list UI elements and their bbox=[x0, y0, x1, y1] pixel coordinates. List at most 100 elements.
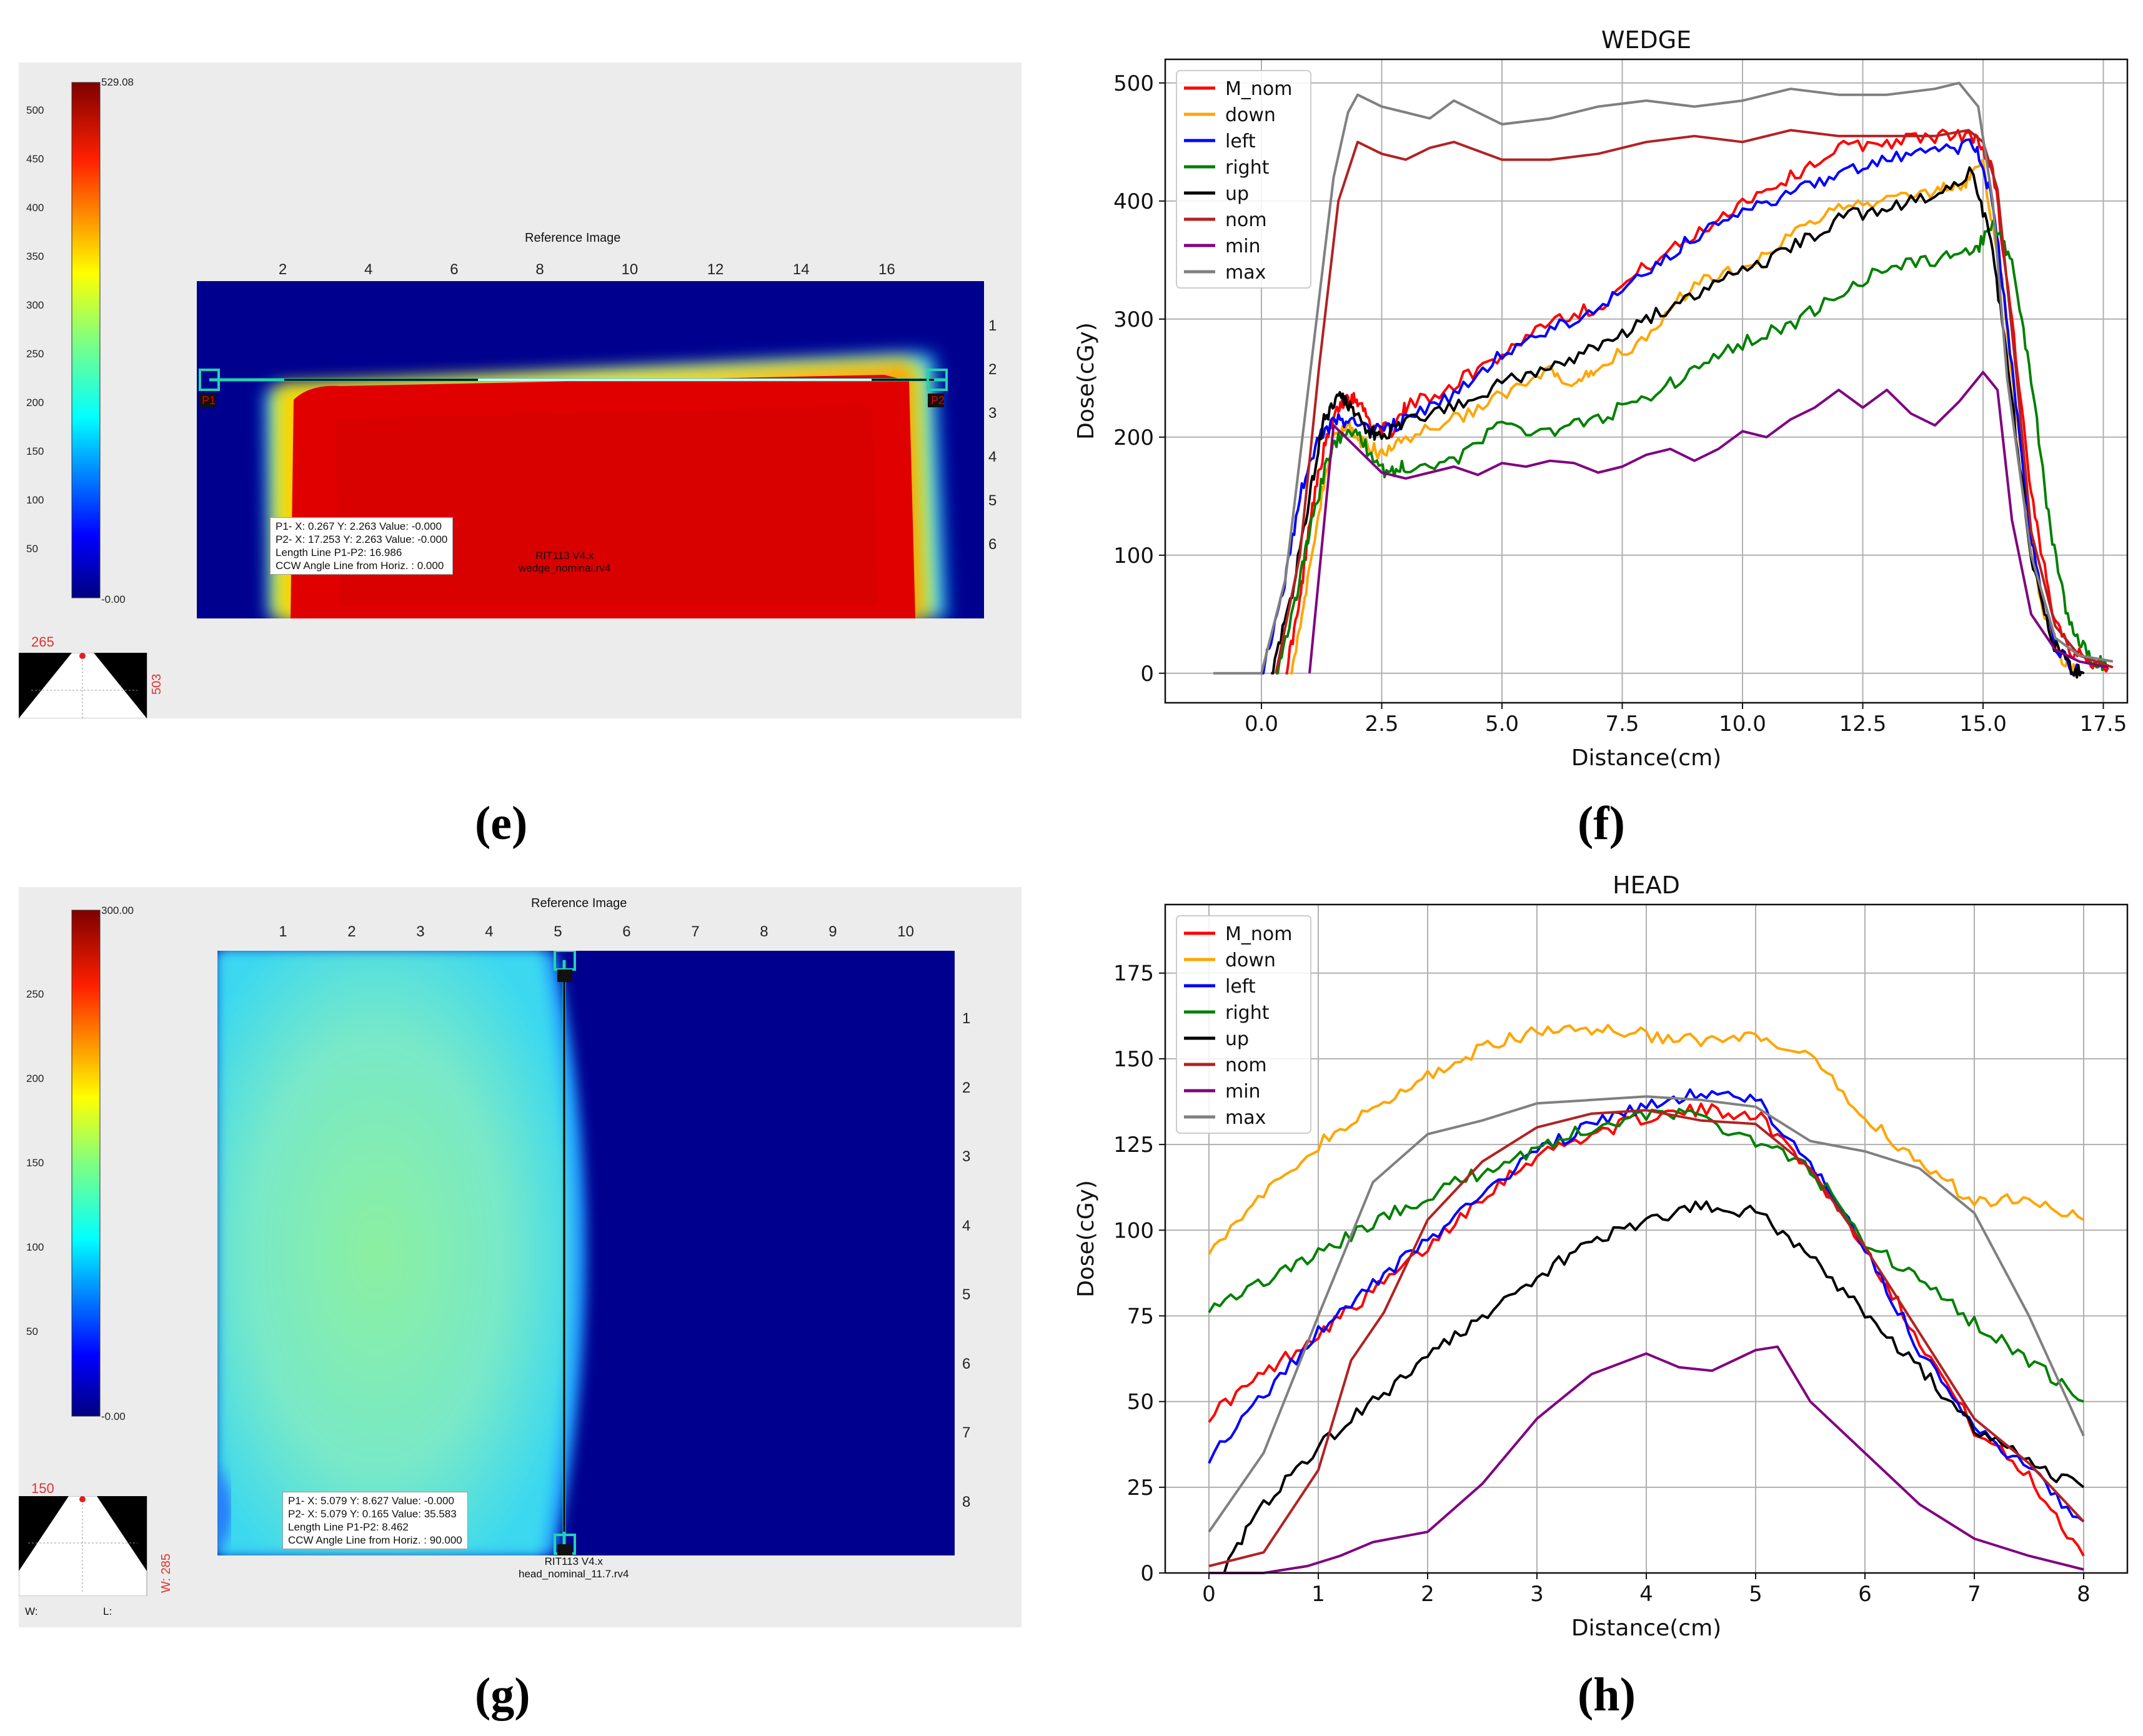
tick-label: 8 bbox=[535, 261, 544, 278]
panel-e-image: 529.08 -0.00 500 450 400 350 300 250 200 150 100… bbox=[19, 62, 1022, 718]
file-line: head_nominal_11.7.rv4 bbox=[519, 1568, 629, 1580]
legend-label: left bbox=[1225, 131, 1256, 152]
x-tick-label: 8 bbox=[2077, 1582, 2091, 1607]
tick-label: 250 bbox=[26, 348, 44, 360]
y-tick-label: 150 bbox=[1113, 1047, 1154, 1072]
y-tick-label: 300 bbox=[1113, 307, 1154, 332]
x-axis-label: Distance(cm) bbox=[1571, 745, 1721, 771]
tri-top-value: 150 bbox=[31, 1481, 54, 1496]
tick-label: 8 bbox=[962, 1493, 971, 1510]
y-tick-label: 100 bbox=[1113, 543, 1154, 568]
window-level-thumbnail bbox=[19, 653, 147, 718]
tick-label: 2 bbox=[962, 1079, 971, 1096]
y-tick-label: 500 bbox=[1113, 71, 1154, 96]
tick-label: 1 bbox=[988, 317, 997, 334]
tick-label: 8 bbox=[760, 923, 768, 940]
legend-label: up bbox=[1225, 1028, 1249, 1050]
series-line-min bbox=[1308, 370, 2109, 673]
tick-label: 6 bbox=[622, 923, 631, 940]
y-tick-label: 50 bbox=[1127, 1390, 1154, 1415]
tick-label: 9 bbox=[828, 923, 837, 940]
tick-label: 200 bbox=[26, 397, 44, 409]
tick-label: 6 bbox=[450, 261, 459, 278]
file-line: wedge_nominal.rv4 bbox=[519, 562, 611, 574]
tick-label: 3 bbox=[962, 1148, 971, 1166]
x-tick-label: 5 bbox=[1749, 1582, 1763, 1607]
legend-label: right bbox=[1225, 1002, 1270, 1024]
legend-label: down bbox=[1225, 950, 1276, 971]
series-line-right bbox=[1208, 1108, 2084, 1403]
tick-label: 450 bbox=[26, 153, 44, 166]
tick-label: 4 bbox=[485, 923, 494, 940]
x-tick-label: 6 bbox=[1858, 1582, 1872, 1607]
reference-image-title: Reference Image bbox=[531, 896, 627, 910]
legend-label: left bbox=[1225, 976, 1256, 998]
tick-label: 100 bbox=[26, 494, 44, 507]
x-tick-label: 4 bbox=[1639, 1582, 1653, 1607]
legend-label: nom bbox=[1225, 1054, 1267, 1076]
legend-label: min bbox=[1225, 236, 1261, 257]
tick-label: 14 bbox=[792, 261, 810, 278]
marker-p2: P2 bbox=[931, 394, 945, 407]
x-tick-label: 5.0 bbox=[1485, 712, 1519, 737]
x-tick-label: 12.5 bbox=[1839, 712, 1887, 737]
x-tick-label: 1 bbox=[1311, 1582, 1325, 1607]
legend-label: max bbox=[1225, 262, 1266, 284]
x-tick-label: 2 bbox=[1421, 1582, 1434, 1607]
measurement-annotation-e: P1- X: 0.267 Y: 2.263 Value: -0.000 P2- … bbox=[270, 517, 454, 575]
tick-label: 4 bbox=[364, 261, 373, 278]
tick-label: 4 bbox=[962, 1217, 971, 1234]
tick-label: 2 bbox=[988, 360, 997, 378]
tick-label: 150 bbox=[26, 1157, 44, 1169]
file-name-e: RIT113 V4.x wedge_nominal.rv4 bbox=[519, 550, 610, 575]
marker-p1: P1 bbox=[202, 394, 216, 407]
tri-side-value: W: 285 bbox=[159, 1554, 173, 1593]
panel-g-image: 300.00 -0.00 250 200 150 100 50 Reference Im… bbox=[19, 887, 1022, 1627]
file-line: RIT113 V4.x bbox=[544, 1555, 603, 1567]
y-tick-label: 75 bbox=[1127, 1304, 1154, 1329]
y-axis-label: Dose(cGy) bbox=[1073, 1180, 1099, 1297]
y-axis-label: Dose(cGy) bbox=[1073, 322, 1099, 440]
tick-label: 5 bbox=[962, 1286, 971, 1304]
tick-label: 12 bbox=[707, 261, 724, 278]
plot-frame bbox=[1164, 903, 2129, 1574]
tick-label: 6 bbox=[988, 535, 997, 553]
annotation-line: P1- X: 0.267 Y: 2.263 Value: -0.000 bbox=[276, 520, 442, 532]
x-tick-label: 17.5 bbox=[2080, 712, 2127, 737]
y-tick-label: 0 bbox=[1140, 662, 1154, 687]
y-tick-label: 0 bbox=[1140, 1561, 1154, 1586]
series-line-M_nom bbox=[1208, 1103, 2085, 1557]
chart-wedge: WEDGE 0.0 2.5 5.0 7.5 10.0 12.5 15.0 17.5 0 100 200… bbox=[1073, 26, 2129, 771]
caption-f: (f) bbox=[1578, 797, 1625, 850]
l-label: L: bbox=[103, 1605, 112, 1617]
x-tick-label: 15.0 bbox=[1959, 712, 2007, 737]
legend-label: down bbox=[1225, 104, 1276, 126]
plot-frame bbox=[1164, 58, 2129, 704]
series-line-min bbox=[1209, 1345, 2084, 1574]
w-label: W: bbox=[25, 1605, 38, 1617]
tick-label: 50 bbox=[26, 543, 38, 555]
series-line-right bbox=[1276, 220, 2109, 675]
x-tick-label: 7 bbox=[1967, 1582, 1981, 1607]
y-tick-label: 175 bbox=[1113, 961, 1154, 986]
legend-label: M_nom bbox=[1225, 78, 1292, 100]
tick-label: 300 bbox=[26, 299, 44, 312]
tick-label: 3 bbox=[416, 923, 425, 940]
legend-label: min bbox=[1225, 1081, 1261, 1103]
head-heatmap bbox=[217, 951, 955, 1555]
chart-head: HEAD 0 1 2 3 4 5 6 7 8 0 25 50 75 100 125 150 175 Distance… bbox=[1073, 871, 2129, 1641]
x-tick-label: 0 bbox=[1202, 1582, 1216, 1607]
annotation-line: CCW Angle Line from Horiz. : 0.000 bbox=[276, 560, 444, 572]
annotation-line: P1- X: 5.079 Y: 8.627 Value: -0.000 bbox=[288, 1495, 454, 1507]
annotation-line: Length Line P1-P2: 8.462 bbox=[288, 1521, 409, 1533]
x-tick-label: 2.5 bbox=[1365, 712, 1398, 737]
annotation-line: P2- X: 17.253 Y: 2.263 Value: -0.000 bbox=[276, 533, 448, 545]
series-line-down bbox=[1208, 1023, 2084, 1255]
tick-label: 10 bbox=[621, 261, 639, 278]
tick-label: 2 bbox=[278, 261, 287, 278]
colorbar-e bbox=[71, 82, 101, 598]
series-line-M_nom bbox=[1285, 128, 2109, 675]
annotation-line: Length Line P1-P2: 16.986 bbox=[276, 547, 402, 558]
annotation-line: P2- X: 5.079 Y: 0.165 Value: 35.583 bbox=[288, 1508, 457, 1520]
tick-label: 5 bbox=[988, 492, 997, 509]
